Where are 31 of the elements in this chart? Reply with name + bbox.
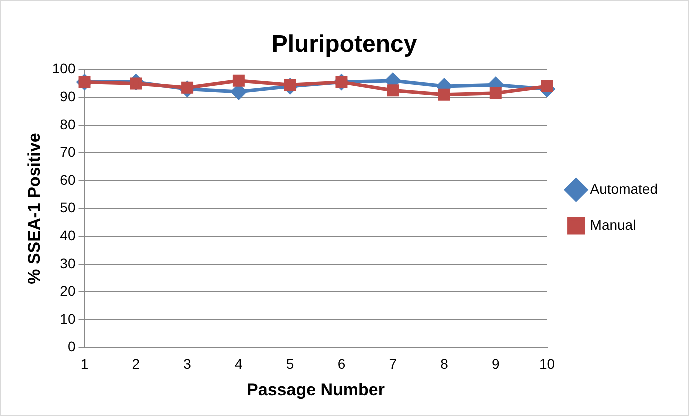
point bbox=[438, 88, 450, 101]
y-tick-label: 90 bbox=[60, 88, 76, 104]
y-tick-label: 80 bbox=[60, 116, 76, 132]
x-tick-label: 10 bbox=[540, 356, 556, 372]
y-tick-label: 60 bbox=[60, 172, 76, 188]
x-tick-label: 1 bbox=[80, 356, 89, 372]
y-tick-label: 70 bbox=[60, 144, 76, 160]
x-tick-label: 9 bbox=[492, 356, 500, 372]
x-tick-label: 4 bbox=[235, 356, 244, 372]
y-tick-label: 40 bbox=[60, 227, 76, 244]
x-tick-label: 7 bbox=[389, 356, 398, 372]
point bbox=[541, 80, 554, 92]
legend-label: Automated bbox=[590, 180, 658, 197]
y-tick-label: 50 bbox=[60, 200, 76, 216]
x-tick-label: 8 bbox=[440, 356, 449, 372]
point bbox=[387, 84, 400, 97]
chart-title: Pluripotency bbox=[272, 31, 418, 58]
y-tick-label: 0 bbox=[68, 338, 76, 355]
y-tick-label: 30 bbox=[60, 255, 76, 272]
legend-label: Manual bbox=[590, 216, 636, 233]
x-axis-title: Passage Number bbox=[247, 380, 386, 400]
x-tick-label: 6 bbox=[338, 356, 346, 372]
point bbox=[490, 87, 502, 100]
x-tick-label: 3 bbox=[184, 356, 192, 372]
x-tick-label: 2 bbox=[132, 356, 140, 372]
y-tick-label: 20 bbox=[60, 283, 76, 300]
y-tick-label: 10 bbox=[60, 310, 76, 327]
y-tick-label: 100 bbox=[52, 60, 76, 77]
y-axis-title: % SSEA-1 Positive bbox=[24, 133, 44, 284]
point bbox=[232, 74, 245, 87]
x-tick-label: 5 bbox=[286, 356, 294, 372]
